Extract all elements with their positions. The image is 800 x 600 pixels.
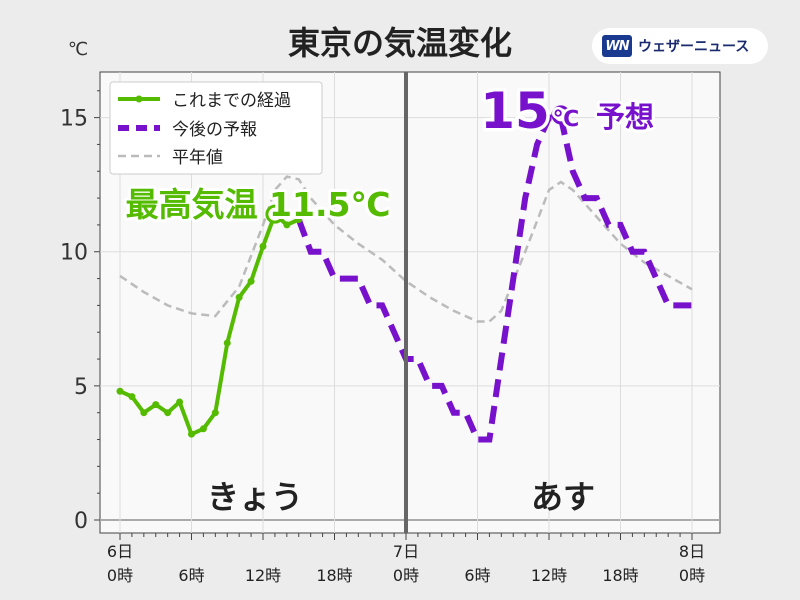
- x-tick-hour-label: 6時: [464, 566, 490, 585]
- forecast-max-suffix: 予想: [596, 100, 654, 134]
- series-line-normal: [119, 175, 693, 323]
- series-line-forecast: [295, 114, 692, 443]
- observed-point: [223, 339, 231, 347]
- x-tick-hour-label: 0時: [679, 566, 705, 585]
- chart-title: 東京の気温変化: [288, 24, 512, 62]
- x-tick-hour-label: 18時: [316, 566, 352, 585]
- legend-box: [109, 81, 323, 175]
- observed-point: [188, 430, 195, 438]
- today-label: きょう: [207, 478, 303, 516]
- forecast-max-annotation: 15 ℃ 予想: [477, 79, 657, 144]
- peak-marker-observed: [265, 204, 285, 224]
- x-tick-hour-label: 12時: [531, 566, 567, 585]
- x-tick-hour-label: 6時: [178, 566, 204, 585]
- y-tick-label: 15: [60, 107, 88, 132]
- x-tick-date-label: 6日: [107, 542, 133, 561]
- forecast-max-unit: ℃: [553, 107, 580, 132]
- y-axis-ticks: 0 5 10 15: [60, 90, 100, 534]
- y-tick-label: 5: [74, 375, 88, 400]
- legend-forecast-label: 今後の予報: [172, 120, 257, 140]
- legend-normal-label: 平年値: [172, 148, 223, 168]
- observed-point: [235, 293, 243, 301]
- y-unit-label: ℃: [68, 39, 88, 60]
- legend: これまでの経過 今後の予報 平年値: [109, 81, 323, 175]
- observed-point: [259, 242, 267, 250]
- brand-name: ウェザーニュース: [638, 39, 750, 55]
- observed-point: [164, 409, 172, 417]
- x-tick-date-label: 8日: [679, 542, 705, 561]
- y-tick-label: 10: [60, 241, 88, 266]
- observed-point: [152, 401, 160, 409]
- x-tick-hour-label: 18時: [602, 566, 638, 585]
- observed-point: [199, 425, 207, 433]
- legend-observed-dot: [135, 95, 143, 103]
- observed-point: [116, 387, 124, 395]
- legend-observed-label: これまでの経過: [172, 91, 291, 111]
- peak-marker-forecast: [551, 105, 571, 125]
- y-tick-label: 0: [74, 509, 88, 534]
- brand-logo: WN: [602, 35, 632, 57]
- forecast-max-value: 15: [480, 82, 550, 140]
- x-tick-hour-label: 12時: [245, 566, 281, 585]
- brand-badge: WN ウェザーニュース: [592, 28, 768, 64]
- observed-point: [140, 409, 148, 417]
- x-tick-date-label: 7日: [393, 542, 419, 561]
- max-today-annotation: 最高気温 11.5℃: [126, 185, 391, 224]
- x-tick-hour-label: 0時: [393, 566, 419, 585]
- marker-layer: [265, 105, 571, 224]
- series-layer: [116, 114, 693, 443]
- observed-point: [295, 216, 303, 224]
- x-tick-hour-label: 0時: [107, 566, 133, 585]
- observed-point: [283, 221, 291, 229]
- observed-point: [247, 277, 255, 285]
- series-line-observed: [119, 212, 300, 437]
- observed-point: [128, 393, 136, 401]
- tomorrow-label: あす: [531, 478, 595, 516]
- observed-point: [176, 398, 184, 406]
- observed-point: [211, 409, 219, 417]
- x-axis-ticks: 6日 0時 6時 12時 18時 7日 0時 6時 12時 18時 8日 0時: [107, 533, 705, 585]
